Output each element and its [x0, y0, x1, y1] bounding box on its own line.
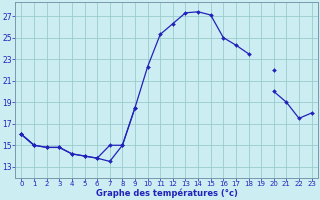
X-axis label: Graphe des températures (°c): Graphe des températures (°c) [96, 188, 237, 198]
